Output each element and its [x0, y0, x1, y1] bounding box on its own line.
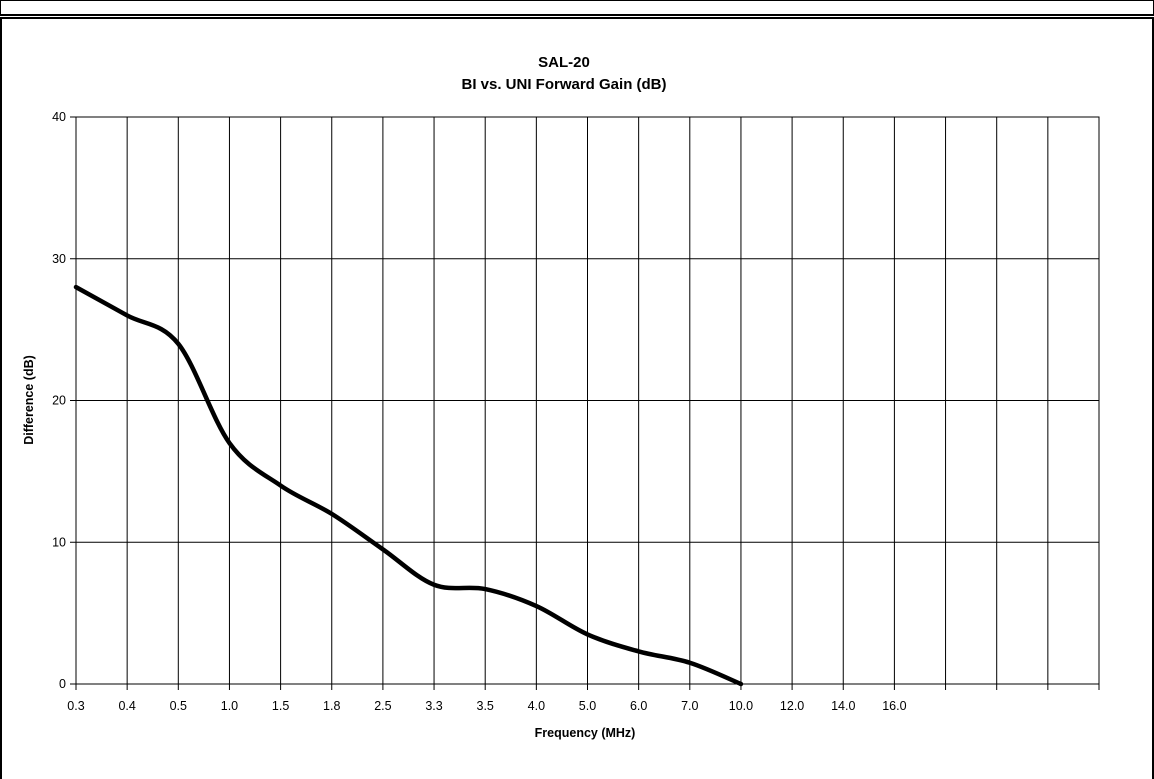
x-tick-label: 12.0 [780, 699, 804, 713]
chart-title: SAL-20 [538, 54, 590, 71]
series-line [73, 284, 744, 687]
x-tick-label: 1.5 [272, 699, 289, 713]
x-tick-label: 4.0 [528, 699, 545, 713]
x-tick-label: 16.0 [882, 699, 906, 713]
y-tick-label: 40 [52, 110, 66, 124]
x-axis-title: Frequency (MHz) [535, 726, 636, 740]
y-axis-title: Difference (dB) [22, 355, 36, 445]
y-axis-ticks: 0 10 20 30 40 [52, 110, 76, 691]
x-tick-label: 0.4 [118, 699, 135, 713]
y-tick-label: 20 [52, 394, 66, 408]
x-axis-ticks: 0.3 0.4 0.5 1.0 1.5 1.8 2.5 3.3 3.5 4.0 5.0 6.0 7.0 1… [67, 684, 1100, 713]
x-tick-label: 10.0 [729, 699, 753, 713]
y-tick-label: 10 [52, 535, 66, 549]
x-tick-label: 14.0 [831, 699, 855, 713]
x-tick-label: 0.3 [67, 699, 84, 713]
y-tick-label: 30 [52, 252, 66, 266]
x-tick-label: 3.3 [425, 699, 442, 713]
y-tick-label: 0 [59, 677, 66, 691]
grid-lines [75, 116, 1100, 685]
data-series [73, 284, 744, 687]
x-tick-label: 3.5 [477, 699, 494, 713]
x-tick-label: 1.0 [221, 699, 238, 713]
chart-frame [0, 17, 1154, 779]
x-tick-label: 0.5 [170, 699, 187, 713]
x-tick-label: 7.0 [681, 699, 698, 713]
x-tick-label: 1.8 [323, 699, 340, 713]
x-tick-label: 2.5 [374, 699, 391, 713]
x-tick-label: 5.0 [579, 699, 596, 713]
x-tick-label: 6.0 [630, 699, 647, 713]
chart-subtitle: BI vs. UNI Forward Gain (dB) [461, 76, 666, 93]
